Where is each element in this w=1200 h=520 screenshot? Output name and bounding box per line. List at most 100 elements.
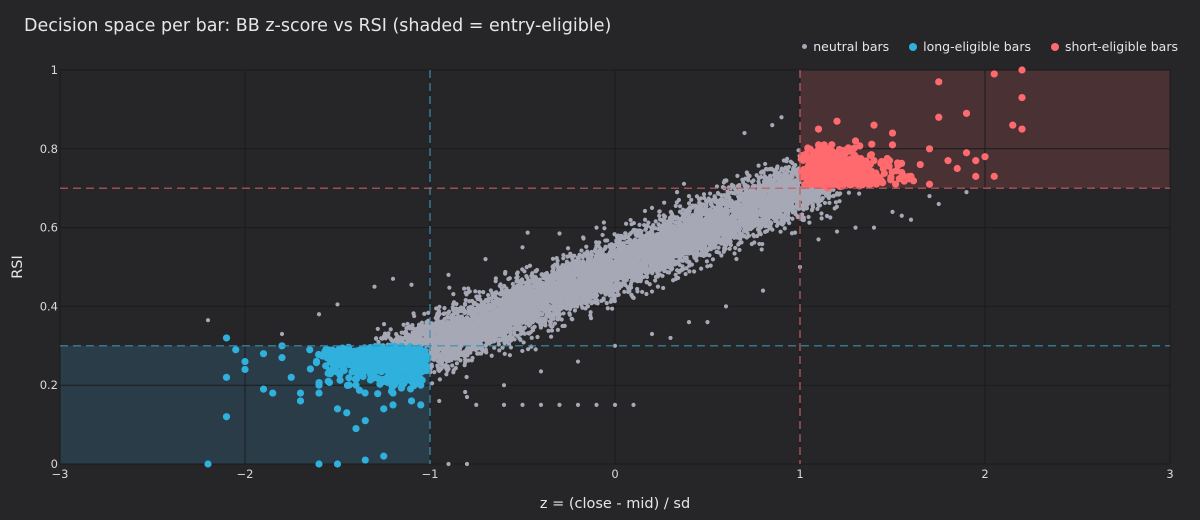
neutral-point (807, 220, 812, 225)
neutral-point (444, 372, 449, 377)
neutral-point (673, 203, 678, 208)
neutral-point (522, 325, 527, 330)
neutral-point (555, 258, 560, 263)
neutral-point (714, 184, 720, 189)
neutral-point (572, 253, 577, 258)
neutral-point (614, 238, 620, 243)
neutral-point (790, 216, 795, 221)
neutral-point (453, 310, 458, 316)
neutral-point (737, 247, 742, 253)
neutral-point (375, 326, 380, 332)
legend-item-short[interactable]: short-eligible bars (1051, 39, 1178, 54)
neutral-point (510, 281, 515, 287)
neutral-point (744, 235, 749, 240)
neutral-point (817, 198, 822, 204)
neutral-point (401, 322, 406, 327)
neutral-point (692, 269, 697, 274)
neutral-point (819, 211, 824, 216)
neutral-point (796, 178, 801, 183)
neutral-point (815, 206, 820, 212)
neutral-point (665, 269, 670, 275)
neutral-point (466, 286, 471, 291)
short-swatch-icon (1051, 42, 1059, 51)
neutral-point (635, 286, 640, 292)
neutral-point (732, 186, 738, 192)
neutral-point (640, 289, 645, 295)
neutral-point (707, 253, 712, 258)
neutral-point (410, 323, 415, 328)
neutral-point (490, 293, 495, 298)
neutral-point (533, 347, 538, 352)
neutral-point (694, 194, 700, 199)
neutral-point (657, 209, 662, 214)
neutral-point (653, 219, 658, 224)
neutral-point (734, 256, 739, 262)
neutral-point (412, 313, 417, 319)
neutral-point (579, 248, 584, 253)
neutral-point (824, 213, 830, 219)
neutral-point (657, 213, 662, 218)
legend: neutral bars long-eligible bars short-el… (802, 39, 1178, 54)
neutral-point (680, 207, 686, 212)
neutral-point (432, 370, 437, 375)
neutral-point (739, 240, 744, 245)
neutral-point (488, 288, 493, 293)
neutral-point (649, 289, 655, 294)
neutral-point (535, 334, 540, 340)
neutral-point (782, 218, 787, 223)
neutral-point (642, 217, 648, 222)
neutral-point (561, 256, 566, 261)
neutral-point (733, 245, 738, 251)
neutral-point (524, 265, 529, 270)
neutral-point (735, 173, 740, 178)
neutral-point (817, 203, 823, 208)
neutral-point (422, 311, 427, 316)
neutral-point (548, 334, 554, 339)
neutral-point (466, 358, 471, 363)
neutral-point (524, 274, 529, 279)
neutral-point (475, 346, 481, 351)
neutral-point (618, 240, 624, 246)
neutral-point (657, 272, 662, 277)
neutral-point (471, 301, 476, 307)
chart-title: Decision space per bar: BB z-score vs RS… (24, 16, 612, 36)
legend-item-long[interactable]: long-eligible bars (909, 39, 1031, 54)
neutral-point (507, 353, 512, 358)
neutral-point (732, 251, 737, 256)
neutral-swatch-icon (802, 44, 808, 49)
neutral-point (477, 289, 482, 295)
neutral-point (744, 170, 749, 175)
neutral-point (758, 231, 763, 237)
legend-item-neutral[interactable]: neutral bars (802, 39, 889, 54)
neutral-point (809, 208, 815, 213)
neutral-point (684, 266, 689, 271)
neutral-point (508, 333, 513, 338)
neutral-point (500, 345, 505, 350)
neutral-point (388, 327, 393, 332)
legend-label-long: long-eligible bars (923, 39, 1031, 54)
neutral-point (463, 297, 468, 303)
neutral-point (446, 310, 451, 315)
neutral-point (381, 322, 387, 327)
neutral-point (584, 244, 589, 249)
neutral-point (565, 246, 571, 251)
neutral-point (822, 200, 828, 206)
neutral-point (441, 311, 446, 316)
neutral-point (642, 208, 648, 214)
legend-label-short: short-eligible bars (1065, 39, 1178, 54)
neutral-point (787, 220, 792, 226)
neutral-point (710, 257, 716, 262)
neutral-point (602, 226, 607, 231)
neutral-point (434, 306, 439, 311)
neutral-point (376, 339, 381, 345)
neutral-point (702, 195, 707, 201)
neutral-point (610, 306, 615, 311)
neutral-point (707, 191, 713, 196)
neutral-point (394, 335, 400, 340)
neutral-point (708, 263, 713, 268)
neutral-point (644, 241, 650, 246)
neutral-point (662, 266, 667, 272)
neutral-point (737, 183, 742, 188)
neutral-point (597, 240, 602, 245)
